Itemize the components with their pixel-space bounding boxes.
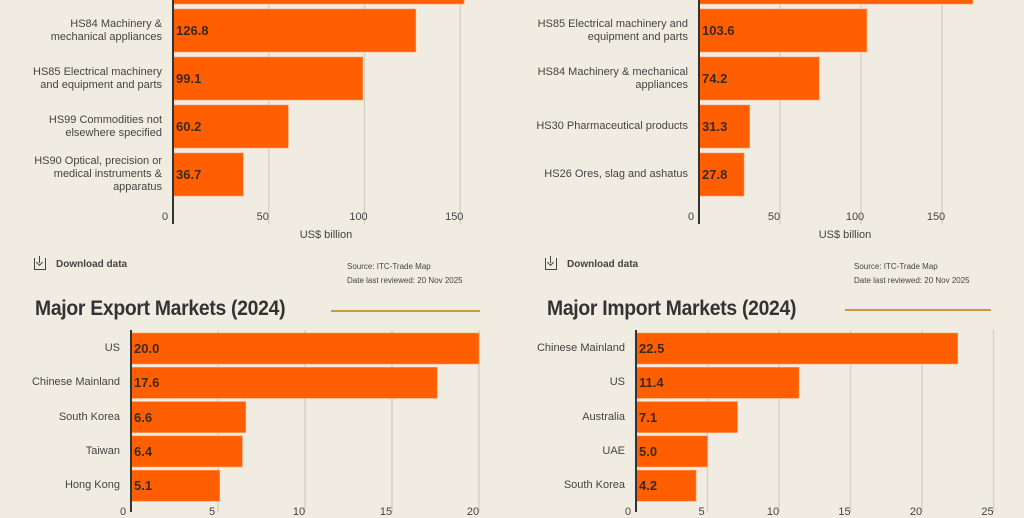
x-tick-label: 10 — [766, 506, 780, 518]
data-label: 6.4 — [134, 443, 153, 459]
data-label: 60.2 — [176, 119, 202, 134]
category-label: HS26 Ores, slag and ashatus — [544, 168, 688, 180]
category-label: Chinese Mainland — [31, 376, 120, 389]
bar — [130, 366, 438, 399]
x-tick-label: 150 — [926, 211, 946, 223]
title-rule — [845, 309, 991, 311]
x-axis-label: US$ billion — [818, 229, 872, 241]
reviewed-date: Date last reviewed: 20 Nov 2025 — [347, 276, 463, 285]
category-label: US — [609, 376, 625, 389]
data-label: 99.1 — [176, 71, 202, 86]
x-tick-label: 0 — [161, 211, 169, 223]
data-label: 20.0 — [134, 341, 160, 356]
x-tick-label: 0 — [119, 506, 127, 518]
category-label: Taiwan — [85, 444, 120, 457]
x-tick-label: 5 — [698, 506, 705, 518]
data-label: 126.8 — [176, 23, 209, 38]
export-markets-title: Major Export Markets (2024) — [35, 297, 286, 320]
x-tick-label: 50 — [767, 211, 781, 223]
x-tick-label: 10 — [292, 506, 306, 518]
bar — [130, 469, 221, 502]
x-tick-label: 150 — [445, 211, 464, 223]
data-label: 7.1 — [639, 409, 658, 425]
data-label: 6.6 — [134, 409, 153, 425]
source-note-left: Source: ITC-Trade Map Date last reviewed… — [347, 260, 463, 288]
download-data-label: Download data — [567, 258, 639, 270]
data-label: 5.0 — [639, 443, 658, 459]
x-tick-label: 0 — [624, 506, 632, 518]
category-label: UAE — [602, 444, 625, 457]
download-data-button-right[interactable]: Download data — [545, 256, 639, 270]
reviewed-date: Date last reviewed: 20 Nov 2025 — [854, 276, 970, 285]
bar — [698, 104, 751, 149]
category-label: HS99 Commodities not elsewhere specified — [48, 113, 162, 139]
category-label: South Korea — [563, 479, 625, 492]
bar — [172, 104, 289, 149]
category-label: Chinese Mainland — [536, 342, 625, 354]
category-label: US — [104, 342, 120, 354]
x-tick-label: 20 — [466, 506, 480, 518]
x-tick-label: 15 — [838, 506, 851, 518]
x-tick-label: 50 — [256, 211, 269, 223]
category-label: Australia — [582, 410, 625, 423]
source-text: Source: ITC-Trade Map — [854, 262, 938, 271]
category-label: HS85 Electrical machinery and equipment … — [537, 17, 688, 43]
x-tick-label: 15 — [379, 506, 393, 518]
bar — [172, 8, 417, 53]
import-markets-title: Major Import Markets (2024) — [547, 297, 797, 320]
data-label: 36.7 — [176, 167, 202, 182]
data-label: 4.2 — [639, 478, 658, 494]
bar — [635, 332, 959, 365]
x-tick-label: 20 — [909, 506, 923, 518]
bar — [172, 0, 465, 5]
download-icon — [545, 256, 557, 270]
bar — [698, 56, 820, 101]
download-data-label: Download data — [56, 258, 128, 270]
category-label: South Korea — [58, 410, 120, 423]
bar — [130, 332, 480, 365]
title-rule — [331, 310, 480, 312]
data-label: 103.6 — [702, 23, 735, 38]
x-tick-label: 25 — [981, 506, 994, 518]
data-label: 22.5 — [639, 341, 665, 356]
category-label: Hong Kong — [64, 479, 120, 492]
category-label: HS90 Optical, precision or medical instr… — [34, 155, 162, 193]
source-note-right: Source: ITC-Trade Map Date last reviewed… — [854, 260, 970, 288]
data-label: 17.6 — [134, 375, 160, 391]
data-label: 31.3 — [702, 119, 728, 134]
download-data-button-left[interactable]: Download data — [34, 256, 128, 270]
download-icon — [34, 256, 46, 270]
category-label: HS85 Electrical machinery and equipment … — [33, 65, 162, 91]
category-label: HS84 Machinery & mechanical appliances — [537, 65, 688, 91]
bar — [172, 152, 244, 197]
x-tick-label: 5 — [208, 506, 216, 518]
category-label: HS30 Pharmaceutical products — [536, 120, 688, 132]
bar — [635, 366, 800, 399]
source-text: Source: ITC-Trade Map — [347, 262, 431, 271]
x-axis-label: US$ billion — [299, 229, 353, 241]
bar — [172, 56, 364, 101]
data-label: 74.2 — [702, 71, 728, 86]
category-label: HS84 Machinery & mechanical appliances — [50, 17, 162, 43]
bar — [698, 0, 974, 5]
bar — [635, 469, 697, 502]
x-tick-label: 100 — [349, 211, 368, 223]
x-tick-label: 100 — [845, 211, 865, 223]
bar — [130, 401, 247, 433]
x-tick-label: 0 — [687, 211, 695, 223]
bar — [698, 152, 745, 197]
data-label: 11.4 — [639, 375, 664, 391]
data-label: 27.8 — [702, 167, 728, 182]
data-label: 5.1 — [134, 478, 153, 494]
